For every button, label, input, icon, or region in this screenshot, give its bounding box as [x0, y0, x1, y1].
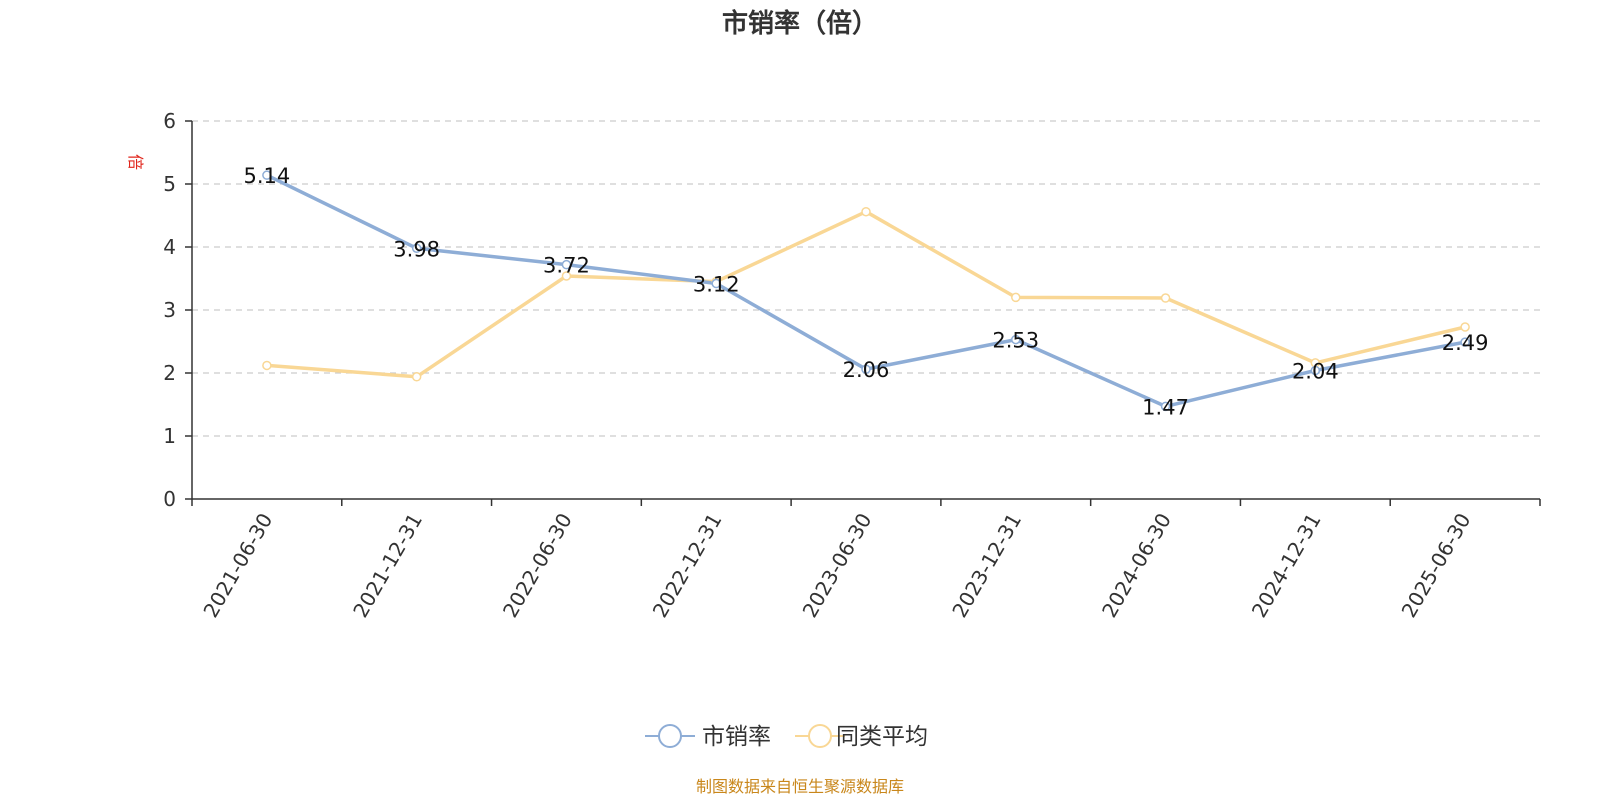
grid-lines: [192, 120, 1540, 437]
data-point[interactable]: [861, 206, 871, 217]
x-tick-label: 2022-06-30: [498, 509, 577, 622]
series-line: [266, 209, 1466, 379]
x-tick-labels: 2021-06-30 2021-12-31 2022-06-30 2022-12-31…: [198, 509, 1475, 622]
data-point[interactable]: [561, 271, 572, 281]
legend-label: 市销率: [702, 724, 771, 750]
data-label: 3.98: [393, 237, 440, 261]
y-tick-label: 2: [163, 361, 176, 385]
source-note: 制图数据来自恒生聚源数据库: [696, 777, 904, 796]
data-label: 3.72: [543, 254, 590, 278]
data-point[interactable]: [711, 278, 721, 289]
data-point[interactable]: [411, 372, 422, 382]
data-point[interactable]: [1460, 322, 1470, 332]
data-point[interactable]: [1160, 293, 1171, 303]
legend-item[interactable]: 市销率: [645, 724, 771, 750]
data-point[interactable]: [1160, 401, 1171, 412]
x-tick-label: 2023-12-31: [947, 509, 1026, 622]
data-label: 2.49: [1442, 331, 1489, 355]
x-tick-label: 2022-12-31: [648, 509, 727, 622]
x-tick-label: 2024-12-31: [1247, 509, 1326, 622]
data-point[interactable]: [1460, 337, 1470, 347]
data-point[interactable]: [1310, 365, 1321, 376]
data-point[interactable]: [861, 364, 871, 374]
legend[interactable]: 市销率 同类平均: [645, 724, 928, 750]
data-labels: 5.14 3.98 3.72 3.12 2.06 2.53 1.47 2.04 2.49: [244, 164, 1489, 419]
y-tick-label: 3: [163, 298, 176, 322]
y-tick-label: 4: [163, 235, 176, 259]
data-point[interactable]: [1011, 334, 1021, 345]
legend-item[interactable]: 同类平均: [795, 724, 928, 750]
y-axis-unit-label: 倍: [126, 154, 145, 170]
chart-title: 市销率（倍）: [722, 8, 878, 39]
data-point[interactable]: [262, 170, 272, 180]
axes: [185, 120, 1541, 506]
x-tick-label: 2021-12-31: [348, 509, 427, 622]
data-point[interactable]: [262, 360, 272, 371]
series-points: [262, 170, 1470, 412]
data-label: 2.04: [1292, 359, 1339, 383]
data-point[interactable]: [561, 259, 572, 270]
data-point[interactable]: [411, 243, 422, 254]
x-tick-label: 2023-06-30: [797, 509, 876, 622]
data-label: 2.53: [992, 329, 1039, 353]
y-tick-labels: 0 1 2 3 4 5 6: [163, 109, 176, 511]
legend-label: 同类平均: [836, 724, 928, 750]
y-tick-label: 6: [163, 109, 176, 133]
data-label: 1.47: [1142, 395, 1189, 419]
data-label: 3.12: [693, 273, 740, 297]
data-label: 2.06: [843, 358, 890, 382]
x-tick-label: 2025-06-30: [1397, 509, 1476, 622]
legend-marker: [808, 724, 832, 748]
y-tick-label: 0: [163, 487, 176, 511]
data-point[interactable]: [1011, 292, 1021, 303]
legend-marker: [658, 724, 682, 748]
data-label: 5.14: [244, 164, 291, 188]
x-tick-label: 2021-06-30: [198, 509, 277, 622]
y-tick-label: 1: [163, 424, 176, 448]
x-tick-label: 2024-06-30: [1097, 509, 1176, 622]
y-tick-label: 5: [163, 172, 176, 196]
